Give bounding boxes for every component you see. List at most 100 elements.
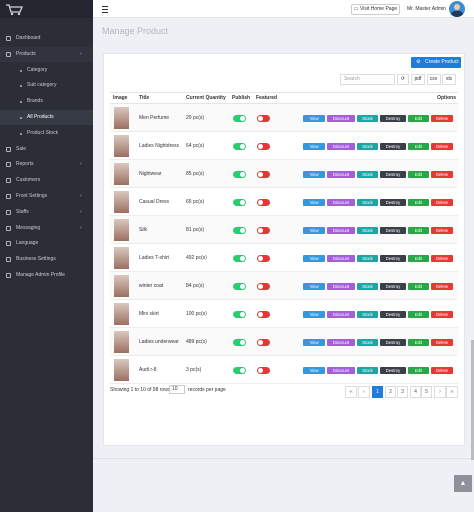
sidebar-item[interactable]: Reports › <box>0 157 93 172</box>
sidebar-item[interactable]: Category <box>0 63 93 78</box>
sidebar-item[interactable]: Brands <box>0 94 93 109</box>
action-button[interactable]: Delete <box>431 226 453 234</box>
action-button[interactable]: Discount <box>327 310 355 318</box>
action-button[interactable]: Destroy <box>380 254 406 262</box>
featured-toggle[interactable] <box>257 367 270 374</box>
action-button[interactable]: Delete <box>431 114 453 122</box>
sidebar-item[interactable]: Customers <box>0 173 93 188</box>
action-button[interactable]: Stock <box>357 338 378 346</box>
action-button[interactable]: Stock <box>357 198 378 206</box>
action-button[interactable]: Discount <box>327 366 355 374</box>
action-button[interactable]: Destroy <box>380 282 406 290</box>
action-button[interactable]: Stock <box>357 282 378 290</box>
scrollbar[interactable] <box>471 340 474 460</box>
action-button[interactable]: Edit <box>408 254 429 262</box>
page-button[interactable]: 1 <box>372 386 383 398</box>
page-size-select[interactable]: 10 <box>169 385 185 394</box>
action-button[interactable]: Discount <box>327 282 355 290</box>
page-button[interactable]: ‹‹ <box>345 386 357 398</box>
action-button[interactable]: Edit <box>408 366 429 374</box>
sidebar-item[interactable]: Dashboard <box>0 31 93 46</box>
publish-toggle[interactable] <box>233 171 246 178</box>
action-button[interactable]: Discount <box>327 198 355 206</box>
logo[interactable] <box>0 0 93 18</box>
publish-toggle[interactable] <box>233 367 246 374</box>
featured-toggle[interactable] <box>257 227 270 234</box>
action-button[interactable]: Delete <box>431 282 453 290</box>
action-button[interactable]: Stock <box>357 366 378 374</box>
sidebar-item[interactable]: Front Settings › <box>0 189 93 204</box>
action-button[interactable]: Delete <box>431 338 453 346</box>
action-button[interactable]: Edit <box>408 142 429 150</box>
featured-toggle[interactable] <box>257 199 270 206</box>
action-button[interactable]: View <box>303 254 325 262</box>
action-button[interactable]: Edit <box>408 338 429 346</box>
action-button[interactable]: Discount <box>327 226 355 234</box>
publish-toggle[interactable] <box>233 311 246 318</box>
action-button[interactable]: Destroy <box>380 338 406 346</box>
create-product-button[interactable]: Create Product ⚙ <box>411 57 461 68</box>
action-button[interactable]: Discount <box>327 114 355 122</box>
page-button[interactable]: › <box>434 386 446 398</box>
featured-toggle[interactable] <box>257 311 270 318</box>
featured-toggle[interactable] <box>257 255 270 262</box>
export-button[interactable]: xls <box>442 74 456 85</box>
refresh-button[interactable]: ⟳ <box>397 74 409 85</box>
featured-toggle[interactable] <box>257 339 270 346</box>
sidebar-item[interactable]: Language <box>0 236 93 251</box>
action-button[interactable]: Discount <box>327 142 355 150</box>
scroll-top-button[interactable]: ▲ <box>454 475 472 492</box>
action-button[interactable]: Discount <box>327 338 355 346</box>
publish-toggle[interactable] <box>233 115 246 122</box>
sidebar-item[interactable]: Products › <box>0 46 93 62</box>
action-button[interactable]: Discount <box>327 170 355 178</box>
action-button[interactable]: Stock <box>357 114 378 122</box>
publish-toggle[interactable] <box>233 227 246 234</box>
page-button[interactable]: ‹ <box>358 386 370 398</box>
action-button[interactable]: Stock <box>357 310 378 318</box>
action-button[interactable]: Destroy <box>380 114 406 122</box>
action-button[interactable]: View <box>303 226 325 234</box>
page-button[interactable]: 3 <box>397 386 408 398</box>
action-button[interactable]: View <box>303 310 325 318</box>
action-button[interactable]: View <box>303 366 325 374</box>
action-button[interactable]: Destroy <box>380 226 406 234</box>
action-button[interactable]: Delete <box>431 170 453 178</box>
page-button[interactable]: ›› <box>446 386 458 398</box>
visit-home-button[interactable]: ▭ Visit Home Page <box>351 4 400 15</box>
action-button[interactable]: View <box>303 114 325 122</box>
user-name[interactable]: Mr. Master Admin <box>407 6 446 12</box>
publish-toggle[interactable] <box>233 255 246 262</box>
action-button[interactable]: Stock <box>357 142 378 150</box>
publish-toggle[interactable] <box>233 283 246 290</box>
action-button[interactable]: View <box>303 142 325 150</box>
sidebar-item[interactable]: Manage Admin Profile <box>0 268 93 283</box>
action-button[interactable]: Edit <box>408 226 429 234</box>
featured-toggle[interactable] <box>257 171 270 178</box>
action-button[interactable]: View <box>303 338 325 346</box>
action-button[interactable]: Stock <box>357 254 378 262</box>
action-button[interactable]: Destroy <box>380 198 406 206</box>
action-button[interactable]: Delete <box>431 310 453 318</box>
publish-toggle[interactable] <box>233 143 246 150</box>
action-button[interactable]: Discount <box>327 254 355 262</box>
sidebar-item[interactable]: Messaging › <box>0 221 93 236</box>
action-button[interactable]: Edit <box>408 282 429 290</box>
avatar[interactable] <box>449 1 465 17</box>
export-button[interactable]: csv <box>426 74 441 85</box>
action-button[interactable]: Delete <box>431 254 453 262</box>
export-button[interactable]: pdf <box>411 74 425 85</box>
action-button[interactable]: Stock <box>357 170 378 178</box>
sidebar-item[interactable]: Sub category <box>0 78 93 93</box>
action-button[interactable]: View <box>303 198 325 206</box>
action-button[interactable]: View <box>303 282 325 290</box>
action-button[interactable]: Delete <box>431 142 453 150</box>
action-button[interactable]: View <box>303 170 325 178</box>
action-button[interactable]: Edit <box>408 198 429 206</box>
publish-toggle[interactable] <box>233 199 246 206</box>
page-button[interactable]: 2 <box>385 386 396 398</box>
search-input[interactable]: Search <box>340 74 395 85</box>
action-button[interactable]: Edit <box>408 310 429 318</box>
action-button[interactable]: Delete <box>431 366 453 374</box>
action-button[interactable]: Edit <box>408 114 429 122</box>
